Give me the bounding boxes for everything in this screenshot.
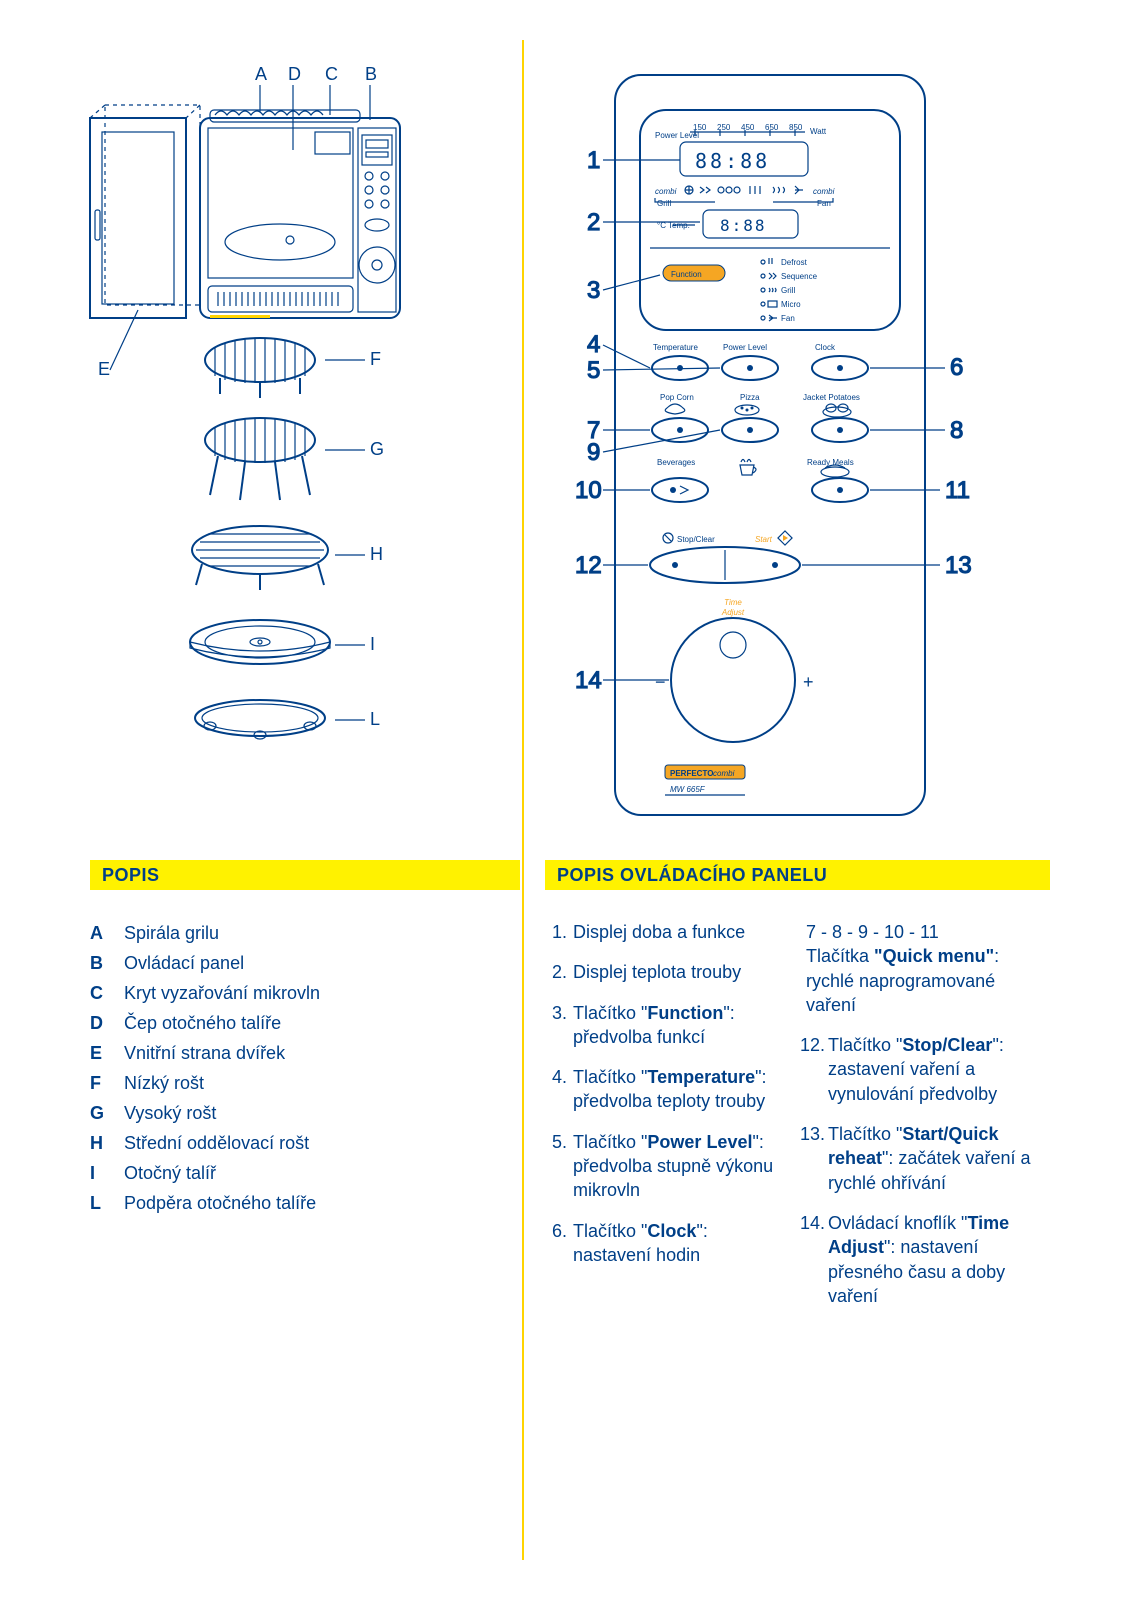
letter-D: D (288, 64, 301, 84)
svg-text:Function: Function (671, 270, 702, 279)
part-key: I (90, 1160, 124, 1187)
svg-text:Defrost: Defrost (781, 258, 808, 267)
control-panel-diagram: Power Level 150 250 450 650 850 Watt 88:… (545, 70, 1035, 830)
svg-text:Grill: Grill (781, 286, 795, 295)
svg-text:Temperature: Temperature (653, 343, 698, 352)
part-key: B (90, 950, 124, 977)
svg-text:PERFECTO: PERFECTO (670, 769, 713, 778)
section-title-panel: POPIS OVLÁDACÍHO PANELU (545, 860, 1050, 890)
letter-L: L (370, 709, 380, 729)
svg-text:3: 3 (587, 277, 600, 304)
letter-A: A (255, 64, 267, 84)
letter-I: I (370, 634, 375, 654)
svg-text:Time: Time (724, 598, 742, 607)
letter-G: G (370, 439, 384, 459)
svg-text:650: 650 (765, 123, 779, 132)
part-key: D (90, 1010, 124, 1037)
svg-text:4: 4 (587, 331, 600, 358)
part-text: Spirála grilu (124, 920, 219, 947)
page: A D C B (90, 40, 1050, 1570)
letter-E: E (98, 359, 110, 379)
part-key: G (90, 1100, 124, 1127)
svg-text:8: 8 (950, 417, 963, 444)
svg-text:6: 6 (950, 354, 963, 381)
svg-text:Fan: Fan (817, 199, 831, 208)
svg-text:+: + (803, 672, 814, 692)
part-key: F (90, 1070, 124, 1097)
svg-text:88:88: 88:88 (695, 149, 770, 173)
letter-F: F (370, 349, 381, 369)
svg-text:Jacket Potatoes: Jacket Potatoes (803, 393, 860, 402)
panel-list-col1: 1.Displej doba a funkce 2.Displej teplot… (545, 920, 775, 1283)
part-key: C (90, 980, 124, 1007)
svg-text:Pizza: Pizza (740, 393, 760, 402)
svg-text:combi: combi (655, 187, 677, 196)
svg-text:Sequence: Sequence (781, 272, 818, 281)
svg-text:5: 5 (587, 357, 600, 384)
letter-C: C (325, 64, 338, 84)
svg-text:Start: Start (755, 535, 773, 544)
letter-H: H (370, 544, 383, 564)
part-key: E (90, 1040, 124, 1067)
parts-list: ASpirála grilu BOvládací panel CKryt vyz… (90, 920, 470, 1220)
part-text: Nízký rošt (124, 1070, 204, 1097)
part-key: A (90, 920, 124, 947)
part-key: L (90, 1190, 124, 1217)
svg-text:combi: combi (713, 769, 735, 778)
svg-text:Micro: Micro (781, 300, 801, 309)
svg-text:14: 14 (575, 667, 602, 694)
svg-text:13: 13 (945, 552, 972, 579)
svg-text:12: 12 (575, 552, 602, 579)
part-text: Otočný talíř (124, 1160, 216, 1187)
section-title-popis: POPIS (90, 860, 520, 890)
svg-text:MW 665F: MW 665F (670, 785, 706, 794)
part-text: Čep otočného talíře (124, 1010, 281, 1037)
svg-text:11: 11 (945, 477, 970, 504)
svg-text:Grill: Grill (657, 199, 671, 208)
svg-text:1: 1 (587, 147, 600, 174)
vertical-divider (522, 40, 524, 1560)
microwave-parts-diagram: A D C B (90, 60, 490, 800)
svg-text:10: 10 (575, 477, 602, 504)
part-text: Vysoký rošt (124, 1100, 216, 1127)
svg-text:250: 250 (717, 123, 731, 132)
part-text: Ovládací panel (124, 950, 244, 977)
part-text: Podpěra otočného talíře (124, 1190, 316, 1217)
svg-text:Watt: Watt (810, 127, 827, 136)
svg-text:9: 9 (587, 439, 600, 466)
svg-text:450: 450 (741, 123, 755, 132)
svg-text:Fan: Fan (781, 314, 795, 323)
svg-text:Adjust: Adjust (721, 608, 745, 617)
svg-text:Power Level: Power Level (723, 343, 767, 352)
part-text: Kryt vyzařování mikrovln (124, 980, 320, 1007)
part-text: Střední oddělovací rošt (124, 1130, 309, 1157)
part-key: H (90, 1130, 124, 1157)
svg-text:Beverages: Beverages (657, 458, 695, 467)
part-text: Vnitřní strana dvířek (124, 1040, 285, 1067)
letter-B: B (365, 64, 377, 84)
svg-text:−: − (655, 672, 666, 692)
svg-text:combi: combi (813, 187, 835, 196)
svg-text:8:88: 8:88 (720, 216, 767, 235)
svg-text:850: 850 (789, 123, 803, 132)
svg-text:2: 2 (587, 209, 600, 236)
panel-list-col2: 7 - 8 - 9 - 10 - 11Tlačítka "Quick menu"… (800, 920, 1050, 1324)
svg-text:Stop/Clear: Stop/Clear (677, 535, 715, 544)
svg-text:Clock: Clock (815, 343, 836, 352)
svg-text:Pop Corn: Pop Corn (660, 393, 694, 402)
